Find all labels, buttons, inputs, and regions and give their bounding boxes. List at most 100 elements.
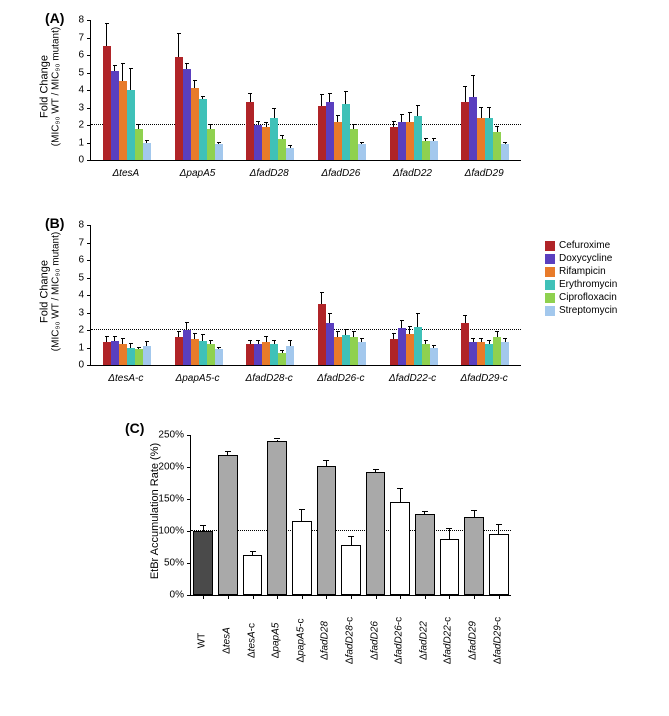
- panel-a-ylabel: Fold Change (MIC₉₀ WT / MIC₉₀ mutant): [39, 27, 62, 147]
- x-label: ΔpapA5-c: [176, 373, 220, 384]
- x-label-c: ΔpapA5-c: [295, 619, 306, 663]
- panel-c-label: (C): [125, 420, 144, 436]
- bar: [119, 81, 127, 160]
- bar: [318, 304, 326, 365]
- x-label: ΔfadD26-c: [317, 373, 364, 384]
- panel-b-label: (B): [45, 215, 64, 231]
- bar: [501, 144, 509, 160]
- chart-b: [90, 225, 521, 366]
- x-label-c: ΔfadD28-c: [345, 617, 356, 664]
- bar: [318, 106, 326, 160]
- bar: [461, 323, 469, 365]
- bar: [286, 346, 294, 365]
- bar: [422, 141, 430, 160]
- x-label-c: ΔfadD29-c: [492, 617, 503, 664]
- bar-c: [218, 455, 238, 595]
- bar-c: [267, 441, 287, 595]
- ref-line-a: [91, 124, 521, 125]
- bar: [254, 344, 262, 365]
- legend-item: Doxycycline: [545, 253, 617, 264]
- bar-c: [440, 539, 460, 595]
- bar: [485, 118, 493, 160]
- bar: [469, 342, 477, 365]
- panel-a: (A) Fold Change (MIC₉₀ WT / MIC₉₀ mutant…: [10, 10, 669, 200]
- panel-c-ylabel: EtBr Accumulation Rate (%): [149, 431, 161, 591]
- bar: [270, 118, 278, 160]
- bar: [199, 99, 207, 160]
- bar: [278, 139, 286, 160]
- bar: [270, 344, 278, 365]
- x-label: ΔfadD29-c: [461, 373, 508, 384]
- ylabel-main-b: Fold Change: [39, 232, 51, 352]
- x-label: ΔpapA5: [180, 168, 216, 179]
- bar-c: [243, 555, 263, 595]
- bar: [215, 349, 223, 365]
- bar: [207, 344, 215, 365]
- bar: [358, 144, 366, 160]
- bar: [485, 344, 493, 365]
- bar: [477, 342, 485, 365]
- legend-item: Cefuroxime: [545, 240, 617, 251]
- bar: [430, 348, 438, 366]
- x-label-c: ΔfadD26-c: [394, 617, 405, 664]
- bar: [143, 346, 151, 365]
- bar: [390, 339, 398, 365]
- x-label: ΔfadD29: [465, 168, 504, 179]
- bar: [342, 335, 350, 365]
- legend: CefuroximeDoxycyclineRifampicinErythromy…: [545, 240, 617, 318]
- x-label-c: ΔfadD22-c: [443, 617, 454, 664]
- x-label-c: ΔtesA: [221, 627, 232, 654]
- bar: [398, 122, 406, 161]
- bar-c: [489, 534, 509, 595]
- bar: [469, 97, 477, 160]
- bar: [246, 344, 254, 365]
- bar: [199, 341, 207, 366]
- x-label-c: ΔfadD22: [418, 621, 429, 660]
- x-label: ΔtesA-c: [108, 373, 143, 384]
- bar: [262, 342, 270, 365]
- bar: [191, 339, 199, 365]
- bar: [183, 330, 191, 365]
- bar: [183, 69, 191, 160]
- ref-line-c: [191, 530, 511, 531]
- bar: [406, 122, 414, 161]
- bar: [326, 102, 334, 160]
- bar: [175, 337, 183, 365]
- bar: [135, 129, 143, 161]
- ylabel-sub-b: (MIC₉₀ WT / MIC₉₀ mutant): [51, 232, 62, 352]
- bar: [191, 88, 199, 160]
- bar: [143, 143, 151, 161]
- bar: [103, 342, 111, 365]
- bar: [103, 46, 111, 160]
- bar: [422, 344, 430, 365]
- bar: [342, 104, 350, 160]
- x-label-c: WT: [197, 633, 208, 649]
- x-label: ΔfadD22: [393, 168, 432, 179]
- bar: [430, 141, 438, 160]
- panel-b: (B) Fold Change (MIC₉₀ WT / MIC₉₀ mutant…: [10, 215, 669, 405]
- bar-c: [464, 517, 484, 595]
- bar-c: [292, 521, 312, 595]
- bar: [262, 127, 270, 160]
- bar: [135, 349, 143, 365]
- bar: [358, 342, 366, 365]
- bar-c: [193, 531, 213, 595]
- bar-c: [341, 545, 361, 595]
- bar: [398, 328, 406, 365]
- bar: [127, 90, 135, 160]
- bar: [461, 102, 469, 160]
- ref-line-b: [91, 329, 521, 330]
- bar: [246, 102, 254, 160]
- x-label-c: ΔfadD29: [468, 621, 479, 660]
- bar: [119, 344, 127, 365]
- panel-c: (C) EtBr Accumulation Rate (%) 0%50%100%…: [10, 420, 669, 680]
- x-label: ΔfadD28: [250, 168, 289, 179]
- x-label-c: ΔfadD26: [369, 621, 380, 660]
- bar: [215, 144, 223, 160]
- bar: [390, 127, 398, 160]
- x-label: ΔfadD28-c: [246, 373, 293, 384]
- bar: [207, 129, 215, 161]
- ylabel-sub: (MIC₉₀ WT / MIC₉₀ mutant): [51, 27, 62, 147]
- x-label-c: ΔfadD28: [320, 621, 331, 660]
- bar: [334, 122, 342, 161]
